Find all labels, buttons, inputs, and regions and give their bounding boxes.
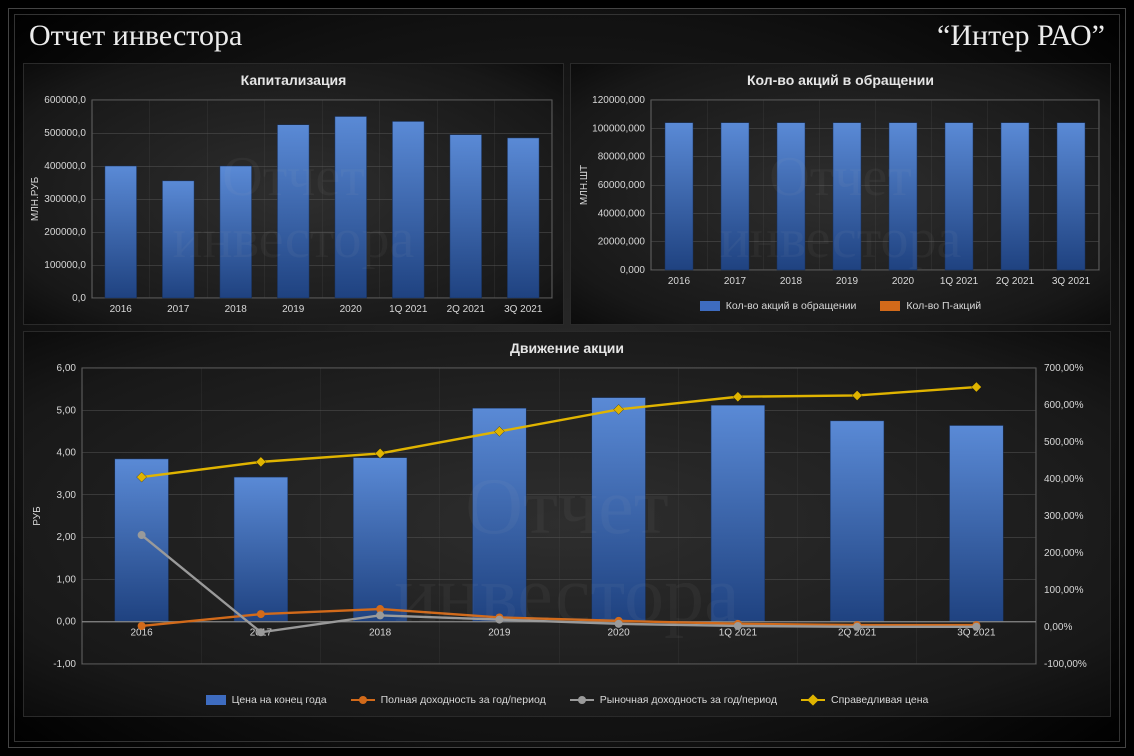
svg-text:5,00: 5,00 (57, 405, 77, 416)
header: Отчет инвестора “Интер РАО” (15, 15, 1119, 63)
svg-text:20000,000: 20000,000 (598, 237, 646, 248)
chart3-legend: Цена на конец года Полная доходность за г… (24, 690, 1110, 710)
svg-text:2,00: 2,00 (57, 532, 77, 543)
svg-text:-100,00%: -100,00% (1044, 659, 1087, 670)
stock-movement-chart: Отчетинвестора Движение акции -1,000,001… (23, 331, 1111, 717)
svg-text:2Q 2021: 2Q 2021 (447, 304, 486, 315)
svg-text:100,00%: 100,00% (1044, 585, 1084, 596)
svg-text:МЛН.РУБ: МЛН.РУБ (30, 176, 41, 221)
svg-text:200000,0: 200000,0 (44, 227, 86, 238)
svg-text:120000,000: 120000,000 (592, 95, 645, 106)
legend-item: Кол-во П-акций (880, 300, 981, 312)
legend-item: Кол-во акций в обращении (700, 300, 857, 312)
svg-text:0,00%: 0,00% (1044, 622, 1072, 633)
svg-text:2019: 2019 (836, 276, 859, 287)
svg-text:2016: 2016 (668, 276, 691, 287)
shares-outstanding-chart: Отчетинвестора Кол-во акций в обращении … (570, 63, 1111, 325)
chart1-svg: 0,0 100000,0 200000,0 300000,0 400000,0 50000… (24, 92, 564, 324)
svg-text:2020: 2020 (892, 276, 915, 287)
chart2-svg: 0,000 20000,000 40000,000 60000,000 80000,00… (571, 92, 1111, 296)
svg-text:2017: 2017 (724, 276, 747, 287)
svg-text:3,00: 3,00 (57, 490, 77, 501)
svg-text:2019: 2019 (282, 304, 305, 315)
svg-text:500000,0: 500000,0 (44, 128, 86, 139)
legend-item: Рыночная доходность за год/период (570, 694, 777, 706)
svg-text:6,00: 6,00 (57, 363, 77, 374)
svg-text:2019: 2019 (488, 628, 511, 639)
legend-item: Полная доходность за год/период (351, 694, 546, 706)
report-title: Отчет инвестора (29, 19, 242, 53)
svg-text:2018: 2018 (225, 304, 248, 315)
legend-item: Цена на конец года (206, 694, 327, 706)
chart2-legend: Кол-во акций в обращении Кол-во П-акций (571, 296, 1110, 316)
svg-text:4,00: 4,00 (57, 448, 77, 459)
company-name: “Интер РАО” (937, 19, 1105, 53)
svg-text:2018: 2018 (369, 628, 392, 639)
chart1-title: Капитализация (24, 64, 563, 92)
capitalization-chart: Отчетинвестора Капитализация 0,0100000,0… (23, 63, 564, 325)
chart3-title: Движение акции (24, 332, 1110, 360)
svg-text:1Q 2021: 1Q 2021 (389, 304, 428, 315)
legend-item: Справедливая цена (801, 694, 928, 706)
svg-text:2Q 2021: 2Q 2021 (996, 276, 1035, 287)
svg-text:500,00%: 500,00% (1044, 437, 1084, 448)
svg-text:2020: 2020 (608, 628, 631, 639)
svg-text:МЛН.ШТ: МЛН.ШТ (579, 165, 590, 205)
svg-text:3Q 2021: 3Q 2021 (1052, 276, 1091, 287)
svg-text:0,0: 0,0 (72, 293, 86, 304)
outer-frame: Отчет инвестора “Интер РАО” Отчетинвесто… (8, 8, 1126, 748)
svg-text:2017: 2017 (167, 304, 190, 315)
svg-text:300,00%: 300,00% (1044, 511, 1084, 522)
svg-text:300000,0: 300000,0 (44, 194, 86, 205)
svg-text:2016: 2016 (110, 304, 133, 315)
svg-text:40000,000: 40000,000 (598, 208, 646, 219)
chart3-svg: -1,00 0,00 1,00 2,00 3,00 4,00 5,00 6,00 -100,00… (24, 360, 1108, 690)
chart2-title: Кол-во акций в обращении (571, 64, 1110, 92)
svg-text:2018: 2018 (780, 276, 803, 287)
svg-text:400000,0: 400000,0 (44, 161, 86, 172)
svg-text:2020: 2020 (340, 304, 363, 315)
svg-text:400,00%: 400,00% (1044, 474, 1084, 485)
svg-text:3Q 2021: 3Q 2021 (504, 304, 543, 315)
svg-text:0,000: 0,000 (620, 265, 645, 276)
svg-text:0,00: 0,00 (57, 617, 77, 628)
svg-text:600,00%: 600,00% (1044, 400, 1084, 411)
svg-text:600000,0: 600000,0 (44, 95, 86, 106)
svg-text:-1,00: -1,00 (53, 659, 76, 670)
inner-frame: Отчет инвестора “Интер РАО” Отчетинвесто… (14, 14, 1120, 742)
svg-text:РУБ: РУБ (32, 506, 43, 526)
svg-text:200,00%: 200,00% (1044, 548, 1084, 559)
svg-text:1,00: 1,00 (57, 574, 77, 585)
svg-text:80000,000: 80000,000 (598, 152, 646, 163)
svg-text:100000,000: 100000,000 (592, 123, 645, 134)
svg-text:60000,000: 60000,000 (598, 180, 646, 191)
top-charts-row: Отчетинвестора Капитализация 0,0100000,0… (15, 63, 1119, 325)
svg-text:100000,0: 100000,0 (44, 260, 86, 271)
svg-text:1Q 2021: 1Q 2021 (940, 276, 979, 287)
svg-text:700,00%: 700,00% (1044, 363, 1084, 374)
